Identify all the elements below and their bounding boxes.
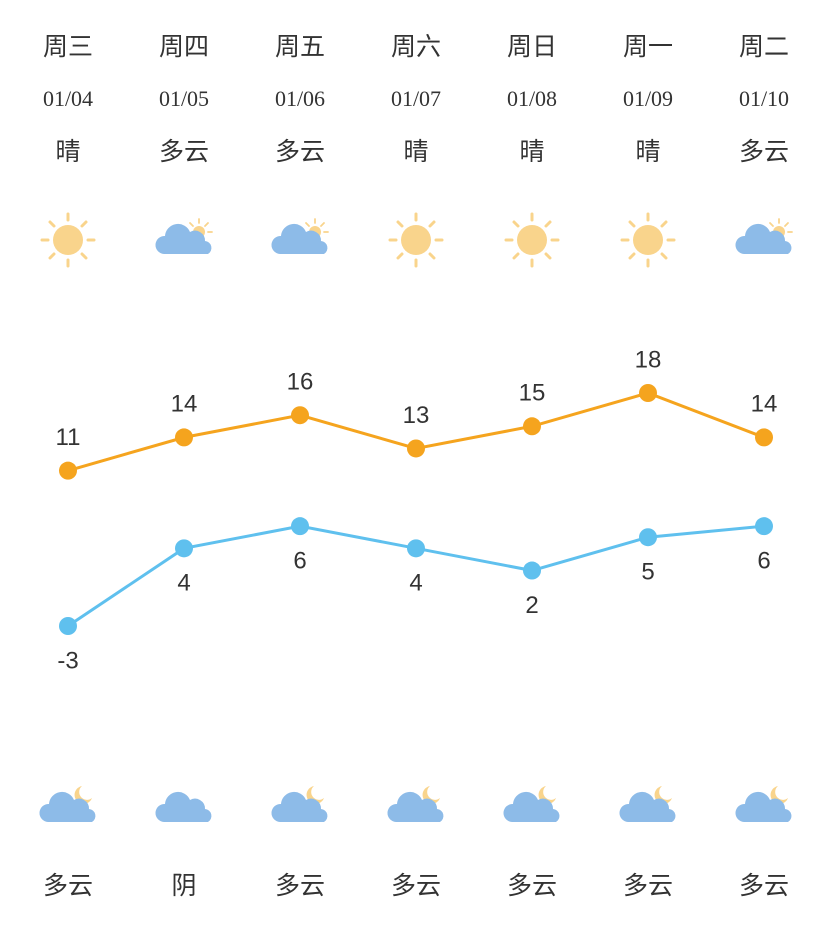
sun-icon bbox=[388, 212, 444, 268]
temp-label: 6 bbox=[293, 547, 306, 574]
temp-point bbox=[291, 517, 309, 536]
day-weather: 多云 bbox=[739, 137, 789, 166]
temp-point bbox=[291, 406, 309, 425]
date: 01/07 bbox=[391, 86, 441, 111]
temp-label: 2 bbox=[525, 592, 538, 619]
day-weather: 晴 bbox=[55, 137, 80, 166]
weekday: 周三 bbox=[43, 32, 93, 61]
temp-point bbox=[639, 384, 657, 402]
temp-point bbox=[523, 417, 541, 436]
temp-point bbox=[175, 428, 193, 447]
cloud-moon-icon bbox=[387, 786, 443, 822]
sun-icon bbox=[620, 212, 676, 268]
cloud-moon-icon bbox=[735, 786, 791, 822]
night-weather: 多云 bbox=[623, 871, 673, 900]
temp-point bbox=[59, 461, 77, 480]
cloud-moon-icon bbox=[271, 786, 327, 822]
night-weather: 多云 bbox=[275, 871, 325, 900]
weekday: 周日 bbox=[507, 32, 557, 61]
temp-point bbox=[407, 439, 425, 458]
day-weather: 晴 bbox=[403, 137, 428, 166]
date: 01/04 bbox=[43, 86, 93, 111]
day-weather: 晴 bbox=[519, 137, 544, 166]
day-weather: 多云 bbox=[159, 137, 209, 166]
night-icons bbox=[39, 786, 791, 822]
weekday: 周五 bbox=[275, 32, 325, 61]
weekday: 周四 bbox=[159, 32, 209, 61]
temp-label: 5 bbox=[641, 559, 654, 586]
day-weather: 多云 bbox=[275, 137, 325, 166]
weekday: 周一 bbox=[623, 32, 673, 61]
temp-label: 14 bbox=[171, 391, 198, 418]
temp-point bbox=[59, 617, 77, 635]
day-icons bbox=[40, 212, 792, 268]
sun-icon bbox=[40, 212, 96, 268]
cloud-moon-icon bbox=[39, 786, 95, 822]
cloud-icon bbox=[155, 791, 212, 822]
date: 01/09 bbox=[623, 86, 673, 111]
temp-label: 4 bbox=[409, 570, 422, 597]
temp-label: 4 bbox=[177, 570, 190, 597]
date: 01/10 bbox=[739, 86, 789, 111]
cloud-moon-icon bbox=[503, 786, 559, 822]
sun-icon bbox=[504, 212, 560, 268]
night-weather: 阴 bbox=[171, 871, 196, 900]
night-weather: 多云 bbox=[391, 871, 441, 900]
temp-label: 6 bbox=[757, 547, 770, 574]
night-weather: 多云 bbox=[739, 871, 789, 900]
cloud-sun-icon bbox=[155, 219, 212, 254]
temp-point bbox=[175, 539, 193, 558]
day-weather: 晴 bbox=[635, 137, 660, 166]
temp-label: 14 bbox=[751, 391, 778, 418]
temp-label: 16 bbox=[287, 369, 314, 396]
cloud-moon-icon bbox=[619, 786, 675, 822]
date: 01/05 bbox=[159, 86, 209, 111]
cloud-sun-icon bbox=[735, 219, 792, 254]
temp-label: 18 bbox=[635, 346, 662, 373]
cloud-sun-icon bbox=[271, 219, 328, 254]
temp-label: 15 bbox=[519, 380, 546, 407]
date: 01/08 bbox=[507, 86, 557, 111]
temp-label: -3 bbox=[57, 647, 78, 674]
weekday: 周六 bbox=[391, 32, 441, 61]
temp-point bbox=[755, 517, 773, 536]
date: 01/06 bbox=[275, 86, 325, 111]
temp-label: 11 bbox=[56, 424, 81, 451]
temp-label: 13 bbox=[403, 402, 430, 429]
night-weather: 多云 bbox=[43, 871, 93, 900]
temp-point bbox=[755, 428, 773, 447]
temp-point bbox=[407, 539, 425, 558]
temp-point bbox=[639, 528, 657, 547]
night-weather: 多云 bbox=[507, 871, 557, 900]
temp-point bbox=[523, 561, 541, 580]
weekday: 周二 bbox=[739, 32, 789, 61]
